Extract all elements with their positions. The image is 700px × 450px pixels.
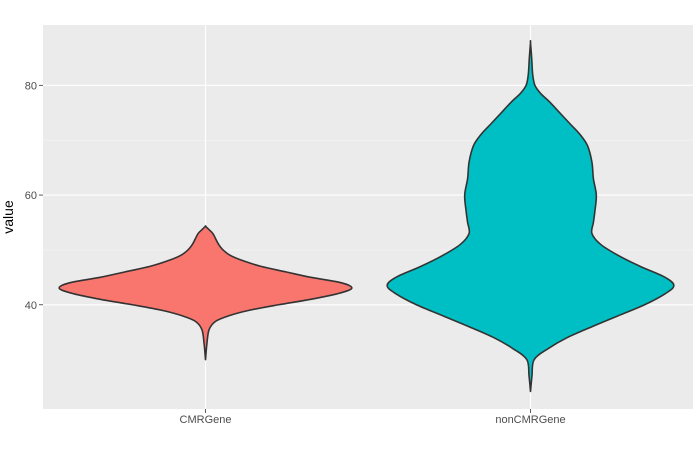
panel-background — [43, 25, 693, 409]
y-axis-title: value — [0, 200, 16, 234]
violins — [58, 39, 675, 393]
violin-cmrgene — [58, 225, 353, 361]
x-tick-label: CMRGene — [180, 414, 232, 426]
axes: 40 60 80 CMRGene nonCMRGene — [25, 80, 566, 426]
y-tick-label: 40 — [25, 300, 37, 312]
violin-noncmrgene — [386, 39, 675, 393]
x-tick-label: nonCMRGene — [495, 414, 565, 426]
y-tick-label: 60 — [25, 190, 37, 202]
y-tick-label: 80 — [25, 80, 37, 92]
